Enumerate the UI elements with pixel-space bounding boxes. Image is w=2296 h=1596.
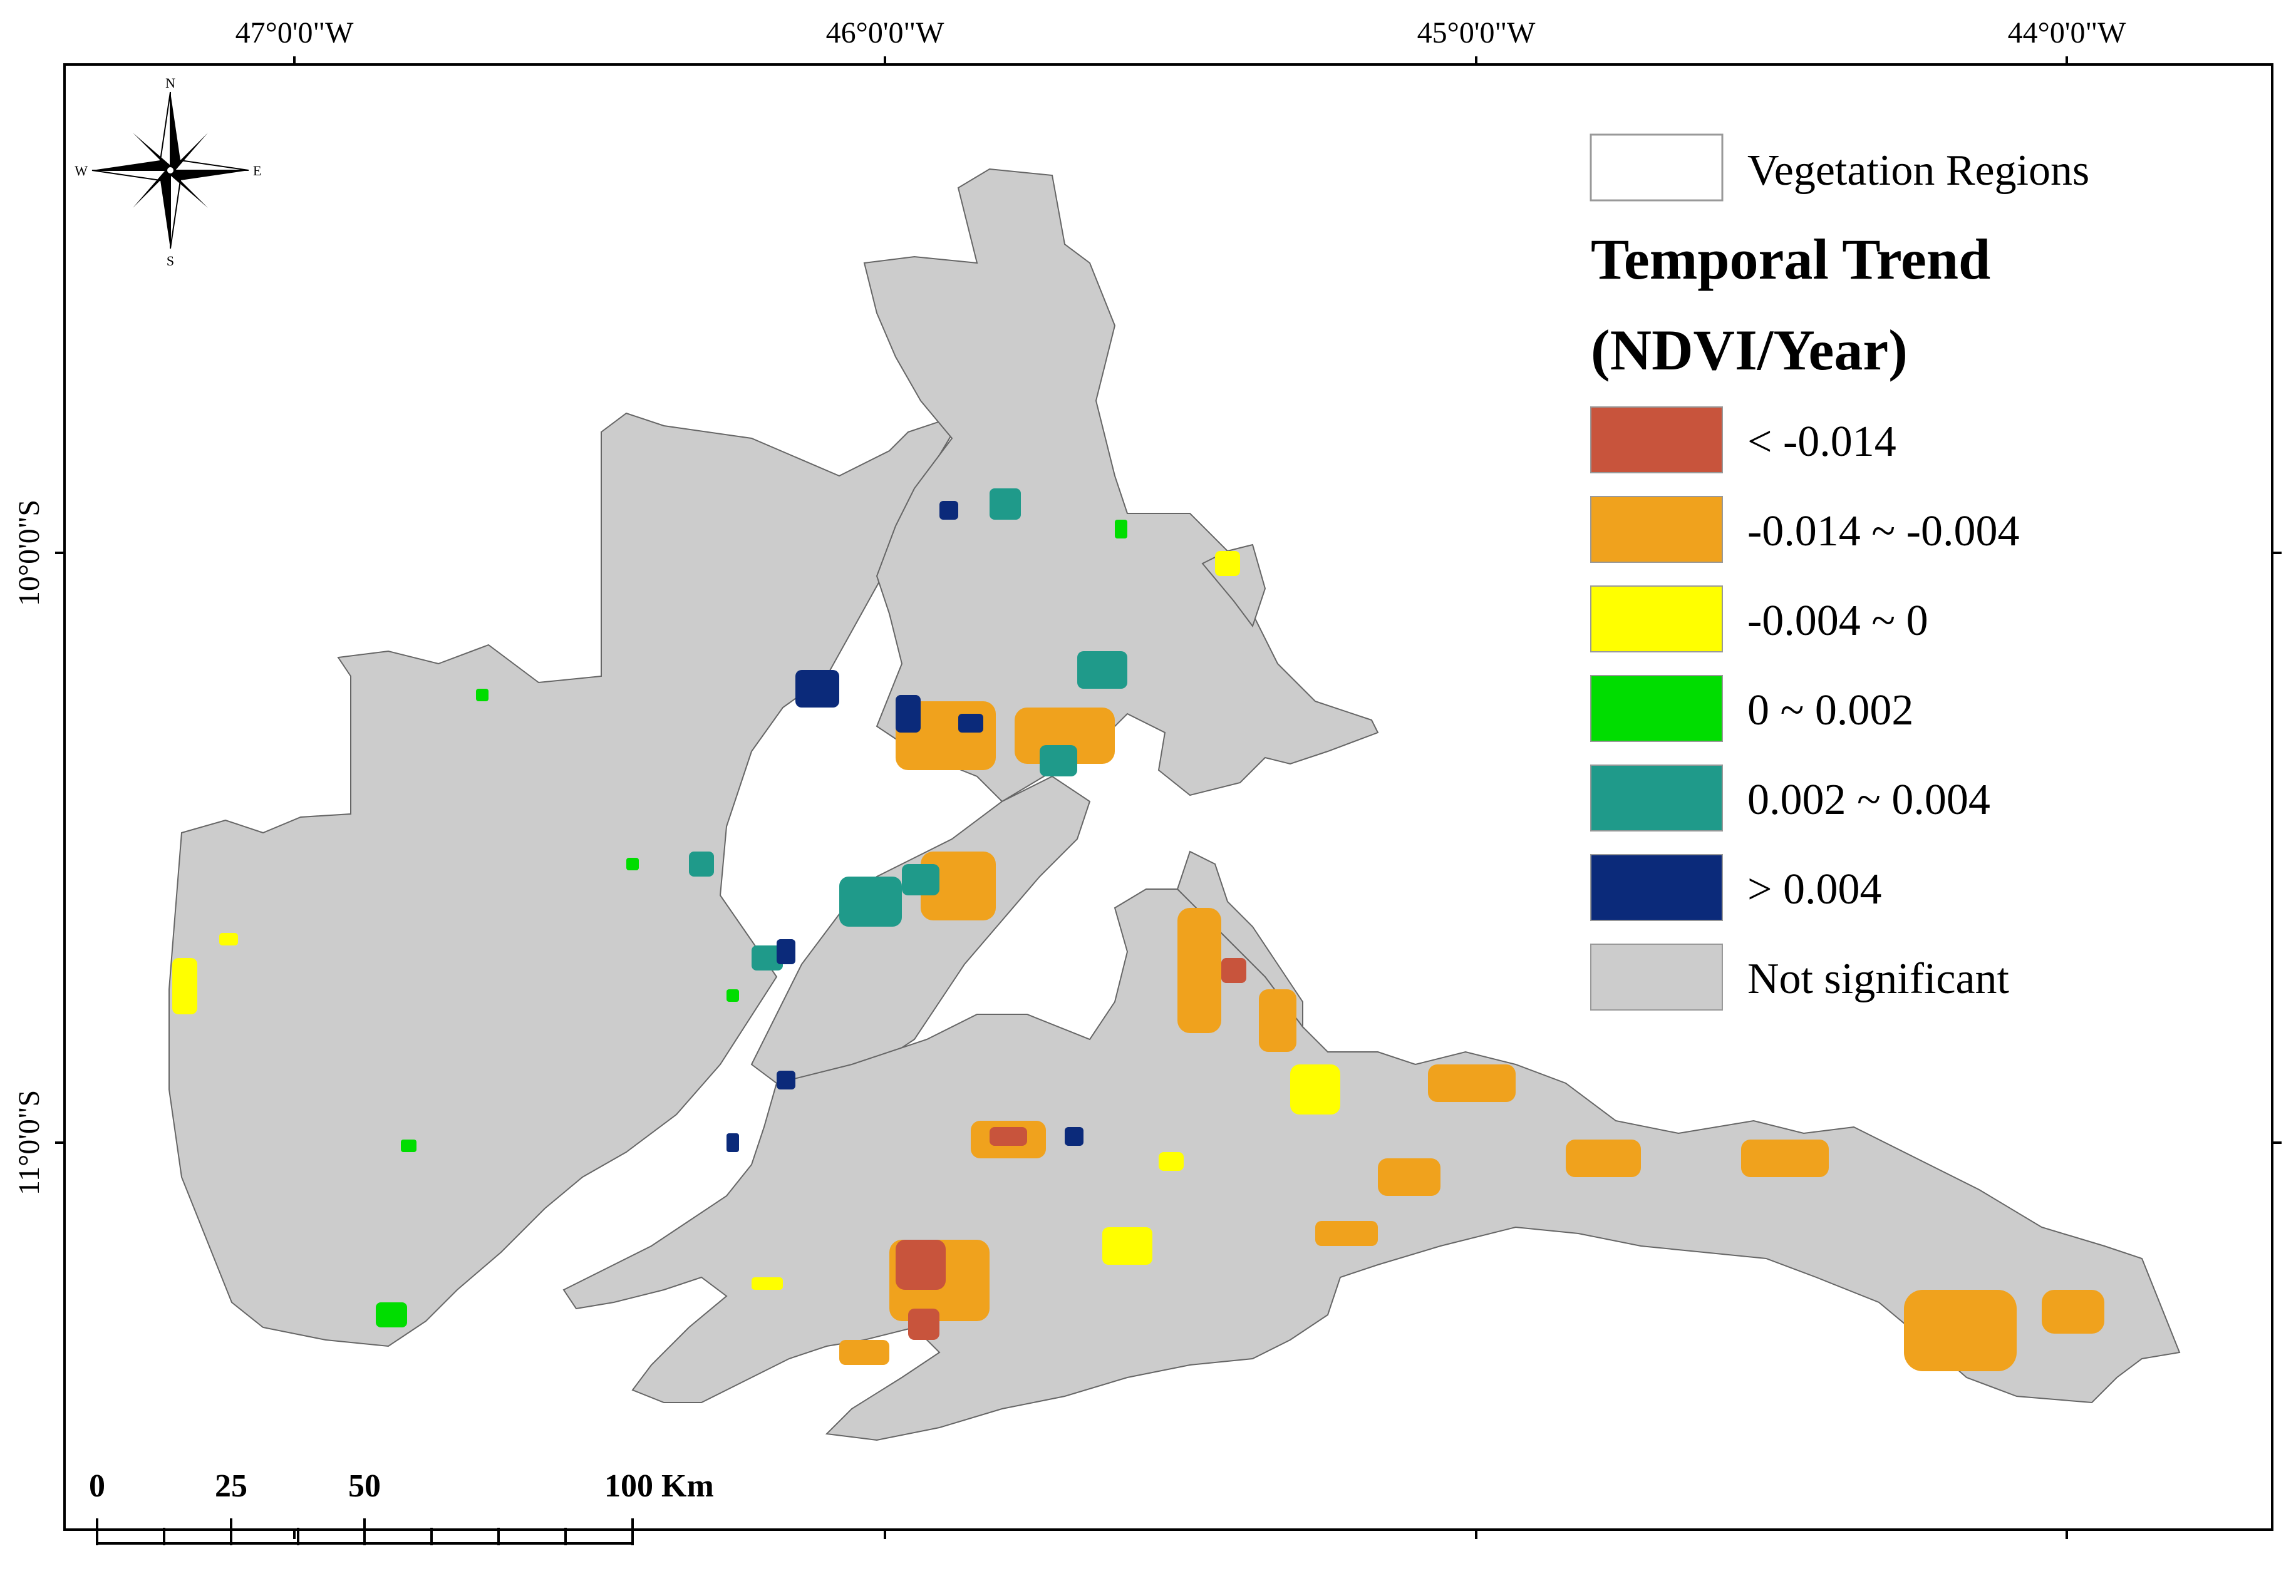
patch-yellow [1102,1227,1152,1265]
latitude-label-10s: 10°0'0"S [13,500,46,606]
patch-orange [1015,708,1115,764]
patch-red [908,1309,939,1340]
patch-orange [1904,1290,2017,1371]
latitude-label-11s: 11°0'0"S [13,1090,46,1195]
patch-navy [795,670,839,708]
patch-green [727,989,739,1002]
patch-green [376,1302,407,1327]
patch-teal [1077,651,1127,689]
patch-orange [1566,1140,1641,1177]
scale-label-50: 50 [348,1468,381,1504]
scale-label-100km: 100 Km [604,1468,714,1504]
patch-green [401,1140,416,1152]
patch-orange [1259,989,1296,1052]
compass-w-label: W [75,163,88,178]
legend-class-label: < -0.014 [1747,418,1896,466]
region-east-finger [1176,850,1303,1029]
scale-label-25: 25 [215,1468,247,1504]
patch-green [1115,520,1127,538]
longitude-label-44w: 44°0'0"W [2008,16,2126,49]
patch-yellow [1159,1152,1184,1171]
patch-red [990,1127,1027,1146]
patch-navy [958,714,983,733]
patch-yellow [219,933,238,945]
legend-region-label: Vegetation Regions [1747,147,2089,195]
legend-class-label: > 0.004 [1747,865,1881,914]
patch-navy [939,501,958,520]
legend-class-label: -0.004 ~ 0 [1747,597,1928,645]
legend-swatch [1590,496,1723,563]
legend-swatch [1590,944,1723,1011]
patch-orange [839,1340,889,1365]
patch-navy [896,695,921,733]
patch-red [1221,958,1246,983]
scale-bar: 0 25 50 100 Km [89,1468,714,1545]
region-west [168,412,966,1347]
legend: Vegetation Regions Temporal Trend (NDVI/… [1590,133,2089,1011]
trend-patches [172,488,2104,1371]
longitude-label-46w: 46°0'0"W [826,16,944,49]
legend-class-label: 0.002 ~ 0.004 [1747,776,1990,824]
patch-teal [752,945,783,970]
graticule-ticks [55,56,2282,1539]
legend-swatch [1590,854,1723,921]
patch-teal [990,488,1021,520]
legend-region-swatch [1590,133,1724,202]
compass-e-label: E [253,163,261,178]
longitude-label-45w: 45°0'0"W [1417,16,1536,49]
legend-class-label: 0 ~ 0.002 [1747,686,1913,734]
patch-teal [1040,745,1077,776]
patch-navy [727,1133,739,1152]
legend-swatch [1590,585,1723,652]
patch-navy [1065,1127,1083,1146]
longitude-label-47w: 47°0'0"W [235,16,354,49]
patch-yellow [1290,1064,1340,1115]
scale-label-0: 0 [89,1468,105,1504]
region-north [863,168,1379,803]
patch-navy [777,1071,795,1089]
compass-n-label: N [165,75,175,91]
legend-swatch [1590,675,1723,742]
patch-yellow [752,1277,783,1290]
legend-title-line1: Temporal Trend [1591,227,1990,291]
patch-orange [1741,1140,1829,1177]
patch-teal [689,852,714,877]
patch-red [896,1240,946,1290]
legend-swatch [1590,765,1723,831]
patch-orange [1177,908,1221,1033]
legend-class-label: -0.014 ~ -0.004 [1747,507,2020,555]
patch-orange [2042,1290,2104,1334]
patch-orange [1428,1064,1516,1102]
patch-yellow [172,958,197,1014]
legend-classes: < -0.014 -0.014 ~ -0.004 -0.004 ~ 0 0 ~ 0.0… [1590,406,2020,1011]
legend-class-label: Not significant [1747,955,2010,1003]
patch-green [476,689,489,701]
legend-title-line2: (NDVI/Year) [1591,318,1908,382]
patch-navy [777,939,795,964]
patch-green [626,858,639,870]
patch-teal [902,864,939,895]
legend-swatch [1590,406,1723,473]
patch-orange [1315,1221,1378,1246]
patch-orange [921,852,996,920]
compass-s-label: S [167,253,174,269]
north-arrow-compass-rose: N S E W [75,75,261,269]
patch-teal [839,877,902,927]
patch-orange [1378,1158,1440,1196]
patch-yellow [1215,551,1240,576]
